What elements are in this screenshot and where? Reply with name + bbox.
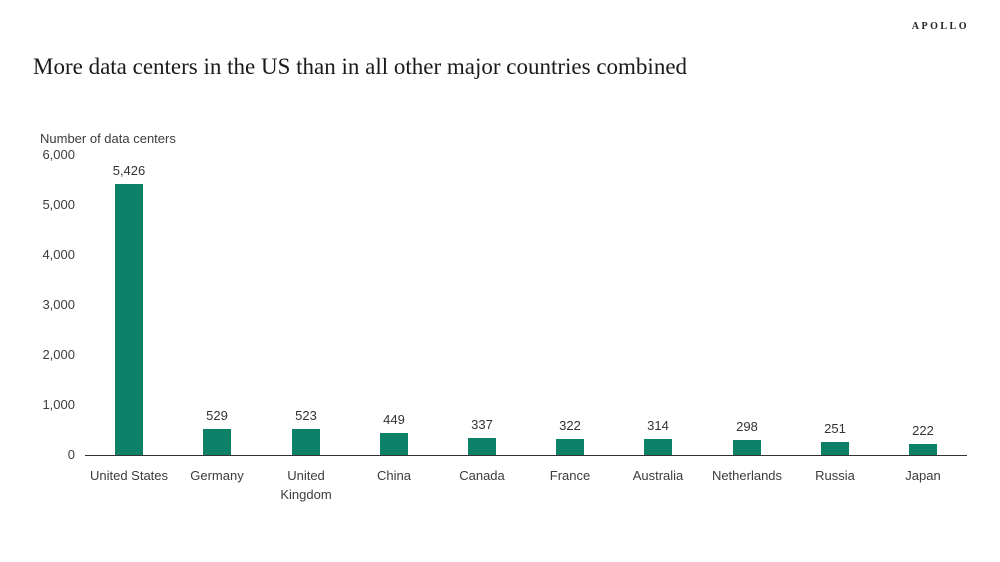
bar	[380, 433, 408, 455]
y-tick-label: 3,000	[42, 297, 75, 312]
bar	[292, 429, 320, 455]
x-tick-label: United States	[89, 468, 169, 483]
bar	[468, 438, 496, 455]
x-tick-label: Germany	[190, 468, 244, 483]
y-tick-label: 6,000	[42, 147, 75, 162]
bar-value-label: 523	[295, 408, 317, 423]
bar	[644, 439, 672, 455]
bar	[556, 439, 584, 455]
x-tick-label: Australia	[632, 468, 684, 483]
bar-value-label: 449	[383, 412, 405, 427]
y-tick-label: 2,000	[42, 347, 75, 362]
bar-value-label: 314	[647, 418, 669, 433]
bar-value-label: 529	[206, 408, 228, 423]
bar-value-label: 322	[559, 418, 581, 433]
apollo-logo: APOLLO	[911, 21, 969, 32]
y-tick-label: 1,000	[42, 397, 75, 412]
x-tick-label: Netherlands	[711, 468, 783, 483]
x-tick-label: Canada	[459, 468, 505, 483]
y-axis-title: Number of data centers	[40, 131, 176, 146]
bar	[115, 184, 143, 455]
bar-value-label: 5,426	[112, 163, 146, 178]
bar-value-label: 337	[471, 417, 493, 432]
bar	[203, 429, 231, 455]
x-tick-label: Japan	[905, 468, 941, 483]
chart-title: More data centers in the US than in all …	[33, 54, 688, 80]
y-tick-label: 5,000	[42, 197, 75, 212]
bar	[821, 442, 849, 455]
bar-value-label: 222	[912, 423, 934, 438]
x-tick-label: France	[549, 468, 591, 483]
bar	[909, 444, 937, 455]
y-tick-label: 0	[67, 447, 75, 462]
bar-value-label: 251	[824, 421, 846, 436]
x-tick-label: United Kingdom	[280, 468, 332, 502]
x-tick-label: Russia	[815, 468, 855, 483]
x-tick-label: China	[377, 468, 411, 483]
bar-value-label: 298	[736, 419, 758, 434]
bar	[733, 440, 761, 455]
x-axis-line	[85, 455, 967, 456]
y-tick-label: 4,000	[42, 247, 75, 262]
